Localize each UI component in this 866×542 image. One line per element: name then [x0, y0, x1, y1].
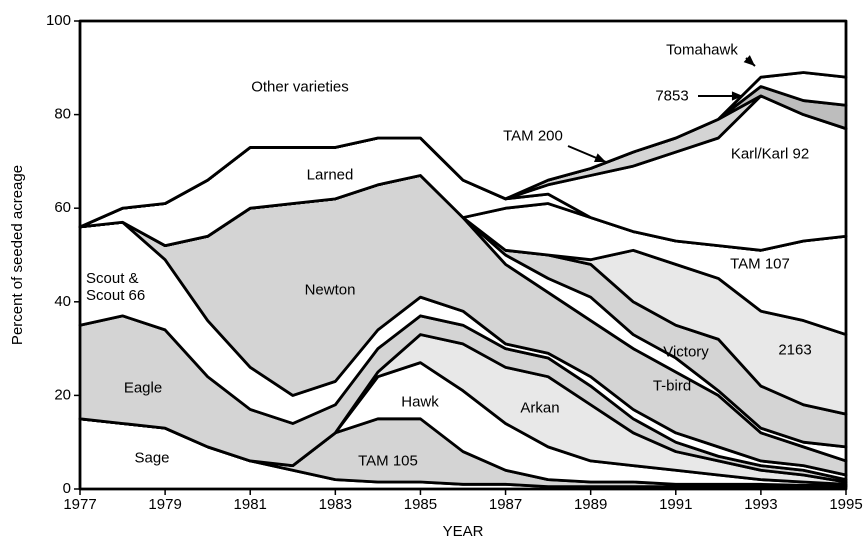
series-label: T-bird [652, 377, 692, 395]
x-tick-label: 1977 [63, 496, 96, 513]
x-tick-label: 1987 [489, 496, 522, 513]
x-tick-label: 1993 [744, 496, 777, 513]
x-tick-label: 1981 [234, 496, 267, 513]
series-label: Karl/Karl 92 [730, 145, 810, 163]
series-label: Victory [663, 343, 709, 361]
series-label: TAM 105 [358, 452, 418, 470]
series-label: Arkan [520, 399, 560, 417]
y-axis-label: Percent of seeded acreage [9, 165, 26, 345]
series-label: TAM 107 [730, 255, 790, 273]
series-label: Eagle [123, 379, 163, 397]
series-label: Tomahawk [666, 41, 738, 59]
series-label: Larned [306, 166, 354, 184]
x-tick-label: 1979 [148, 496, 181, 513]
x-tick-label: 1995 [829, 496, 862, 513]
series-label: Sage [134, 449, 170, 467]
series-label: TAM 200 [503, 127, 563, 145]
plot-frame [79, 20, 847, 490]
arrow-head [731, 91, 743, 101]
x-tick-label: 1985 [404, 496, 437, 513]
y-tick-label: 80 [54, 106, 71, 123]
y-tick-label: 0 [63, 480, 71, 497]
arrow-head [743, 55, 755, 66]
y-tick-label: 20 [54, 386, 71, 403]
x-tick-label: 1991 [659, 496, 692, 513]
y-tick-label: 100 [46, 12, 71, 29]
series-label: 7853 [655, 87, 689, 105]
x-tick-label: 1983 [319, 496, 352, 513]
series-label: Scout & Scout 66 [86, 270, 146, 304]
x-axis-label: YEAR [443, 523, 484, 540]
series-label: Other varieties [251, 78, 349, 96]
y-tick-label: 40 [54, 293, 71, 310]
arrow-head [594, 153, 606, 163]
series-label: 2163 [778, 341, 812, 359]
y-tick-label: 60 [54, 199, 71, 216]
series-label: Hawk [401, 393, 439, 411]
series-label: Newton [304, 281, 356, 299]
x-tick-label: 1989 [574, 496, 607, 513]
